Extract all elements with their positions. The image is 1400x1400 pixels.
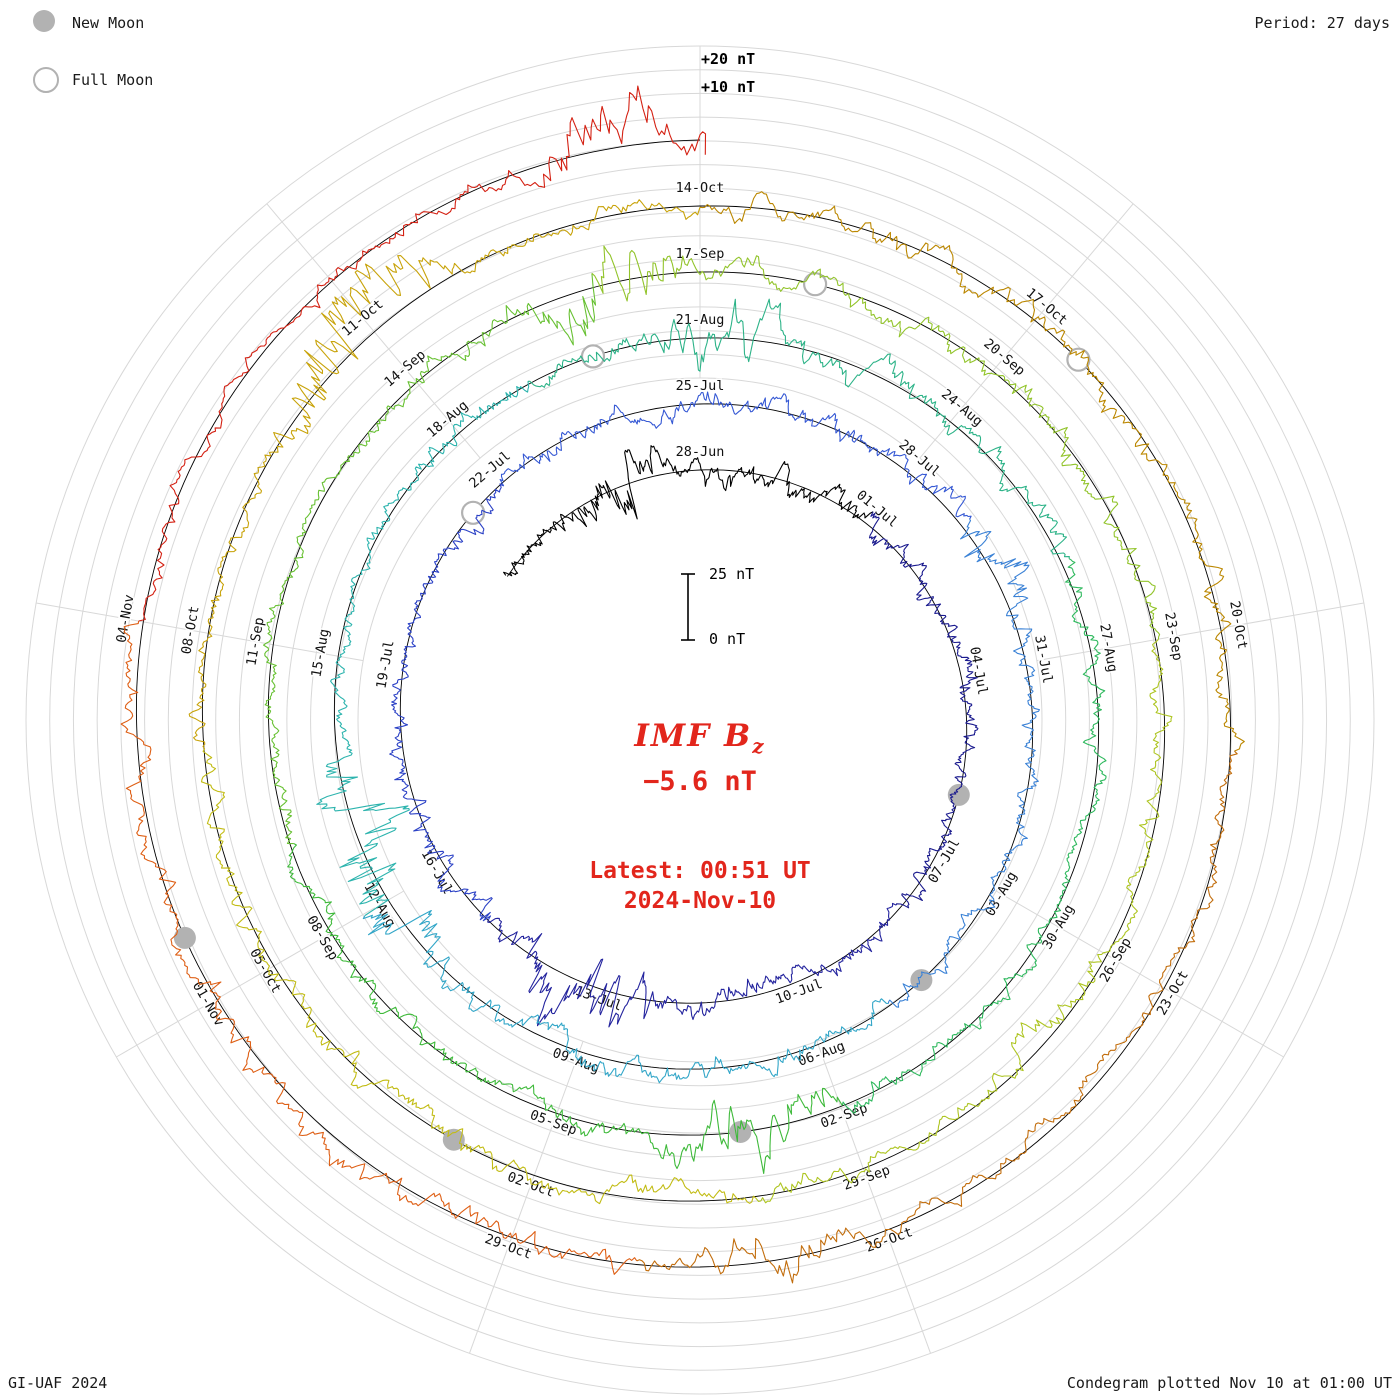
date-label: 05-Oct bbox=[246, 946, 284, 996]
bz-trace-segment bbox=[591, 245, 1161, 640]
bz-trace-segment bbox=[636, 750, 1238, 1284]
grid-spoke bbox=[266, 203, 481, 459]
bz-trace-segment bbox=[887, 518, 1040, 1008]
full-moon-marker bbox=[1066, 347, 1091, 372]
chart-title-subscript: z bbox=[752, 734, 766, 759]
bz-trace-segment bbox=[389, 483, 504, 922]
date-label: 01-Jul bbox=[853, 487, 901, 531]
date-label: 08-Oct bbox=[178, 605, 202, 656]
bz-trace-segment bbox=[868, 511, 979, 909]
bz-trace-segment bbox=[527, 298, 1070, 559]
baseline-spiral bbox=[135, 139, 1232, 1268]
bz-trace-segment bbox=[503, 445, 874, 577]
new-moon-marker bbox=[910, 969, 933, 992]
grid-spoke bbox=[1036, 602, 1364, 662]
date-label: 11-Sep bbox=[243, 616, 267, 667]
new-moon-icon bbox=[33, 10, 55, 32]
full-moon-icon bbox=[33, 67, 59, 93]
grid-spoke bbox=[36, 602, 364, 662]
date-label: 01-Nov bbox=[189, 979, 227, 1029]
date-label: 08-Sep bbox=[303, 913, 341, 963]
date-label: 27-Aug bbox=[1096, 623, 1120, 674]
bz-trace-segment bbox=[499, 391, 972, 520]
scale-bar-top-label: 25 nT bbox=[709, 565, 755, 583]
grid-spoke bbox=[995, 890, 1284, 1058]
new-moon-marker bbox=[947, 783, 970, 806]
full-moon-marker bbox=[802, 272, 828, 297]
date-label: 15-Aug bbox=[308, 628, 332, 679]
bz-trace-segment bbox=[138, 85, 707, 622]
date-label: 17-Oct bbox=[1023, 285, 1071, 329]
bz-trace-segment bbox=[120, 620, 638, 1275]
date-label: 11-Oct bbox=[339, 296, 387, 340]
date-label: 21-Aug bbox=[676, 312, 725, 328]
new-moon-marker bbox=[173, 926, 196, 949]
current-value-label: −5.6 nT bbox=[643, 766, 757, 797]
grid-spoke bbox=[469, 1041, 584, 1354]
grid-spoke bbox=[919, 203, 1134, 459]
date-label: 17-Sep bbox=[676, 246, 725, 262]
credit-label: GI-UAF 2024 bbox=[8, 1374, 108, 1392]
bz-trace-segment bbox=[699, 191, 1245, 752]
bz-trace-segment bbox=[287, 843, 843, 1175]
bz-trace-segment bbox=[188, 199, 701, 750]
grid-spoke bbox=[116, 890, 405, 1058]
date-label: 31-Jul bbox=[1031, 634, 1055, 685]
legend-new-moon-label: New Moon bbox=[72, 14, 145, 32]
outer-grid-label-10nT: +10 nT bbox=[701, 78, 756, 96]
latest-time-label: Latest: 00:51 UT bbox=[589, 858, 811, 884]
date-label: 25-Jul bbox=[676, 378, 725, 394]
date-label: 18-Aug bbox=[424, 397, 472, 441]
bz-trace-segment bbox=[362, 909, 889, 1084]
date-label: 04-Jul bbox=[966, 645, 990, 696]
bz-trace-segment bbox=[487, 902, 897, 1028]
bz-trace-segment bbox=[755, 638, 1173, 1204]
plotted-timestamp-label: Condegram plotted Nov 10 at 01:00 UT bbox=[1066, 1374, 1392, 1392]
date-label: 14-Sep bbox=[381, 347, 429, 391]
date-label: 23-Sep bbox=[1161, 611, 1185, 662]
date-label: 14-Oct bbox=[676, 180, 725, 196]
bz-trace-segment bbox=[200, 748, 757, 1205]
bz-trace-segment bbox=[263, 273, 597, 845]
legend-full-moon-label: Full Moon bbox=[72, 71, 154, 89]
chart-title: IMF Bz bbox=[0, 718, 1400, 758]
grid-spoke bbox=[816, 1041, 931, 1354]
date-label: 19-Jul bbox=[373, 639, 397, 690]
bz-trace-segment bbox=[841, 558, 1107, 1114]
period-label: Period: 27 days bbox=[1254, 14, 1390, 32]
outer-grid-label-20nT: +20 nT bbox=[701, 50, 756, 68]
chart-title-main: IMF B bbox=[634, 718, 753, 754]
scale-bar-zero-label: 0 nT bbox=[709, 630, 746, 648]
bz-trace-segment bbox=[316, 381, 530, 916]
date-label: 28-Jul bbox=[896, 437, 944, 481]
latest-date-label: 2024-Nov-10 bbox=[623, 888, 777, 914]
date-label: 28-Jun bbox=[676, 444, 725, 460]
full-moon-marker bbox=[461, 500, 486, 525]
date-label: 04-Nov bbox=[113, 593, 137, 644]
